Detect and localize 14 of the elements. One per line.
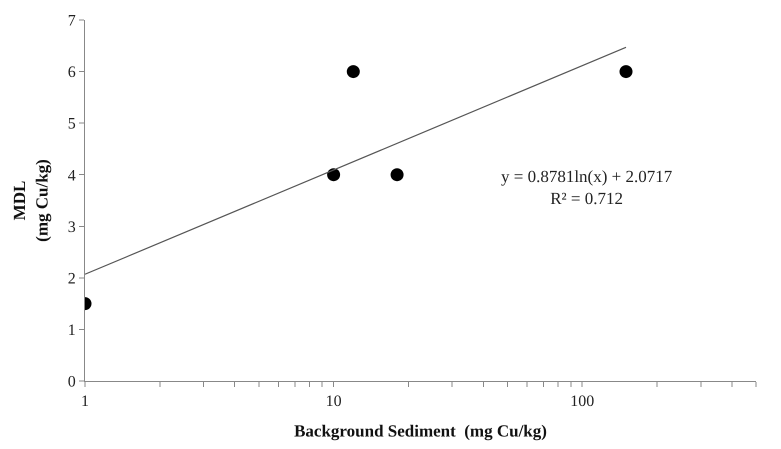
y-tick-label: 5 — [68, 116, 76, 133]
x-tick-label: 1 — [81, 393, 89, 410]
x-tick-label: 10 — [326, 393, 342, 410]
y-tick-label: 7 — [68, 12, 76, 30]
x-tick-label: 100 — [570, 393, 594, 410]
y-tick-label: 1 — [68, 322, 76, 340]
y-tick-label: 6 — [68, 64, 76, 82]
y-tick-label: 2 — [68, 270, 76, 288]
y-axis-title: MDL (mg Cu/kg) — [10, 159, 52, 242]
y-tick-label: 4 — [68, 167, 76, 184]
y-tick-label: 0 — [68, 374, 76, 391]
y-tick-label: 3 — [68, 218, 76, 236]
annotation: y = 0.8781ln(x) + 2.0717 R² = 0.712 — [501, 167, 673, 208]
x-axis-title: Background Sediment (mg Cu/kg) — [294, 422, 547, 441]
